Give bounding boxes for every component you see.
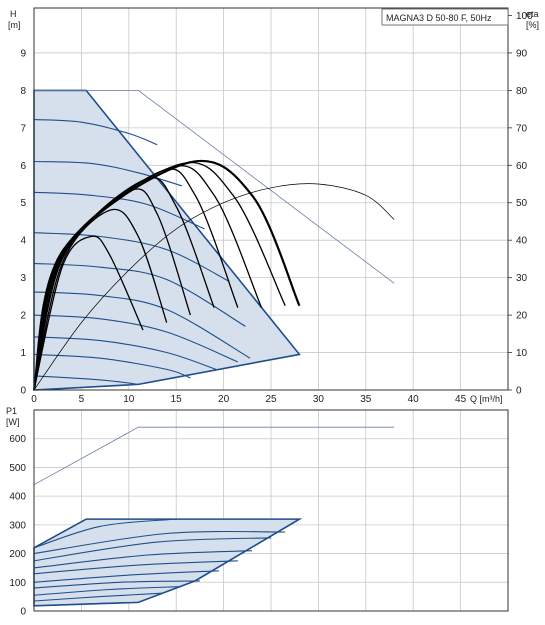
top-right-y-tick: 90: [516, 48, 528, 59]
speed-curve: [33, 314, 239, 363]
top-right-y-tick: 80: [516, 86, 528, 97]
top-right-y-tick: 20: [516, 311, 528, 322]
top-y-tick: 9: [20, 48, 26, 59]
power-curve: [33, 560, 238, 575]
speed-curve: [33, 119, 158, 146]
top-y-tick: 4: [20, 236, 26, 247]
power-axis-label-line2: [W]: [6, 417, 20, 427]
twin-pump-curve: [33, 235, 144, 391]
power-chart: 0 100 200 300 400 500 600 P1 [W]: [6, 406, 509, 618]
bottom-y-tick: 600: [9, 434, 26, 445]
twin-pump-curve: [32, 159, 301, 391]
bottom-y-tick: 500: [9, 463, 26, 474]
top-right-y-tick: 10: [516, 348, 528, 359]
top-y-tick: 1: [20, 348, 26, 359]
top-right-y-tick: 50: [516, 198, 528, 209]
speed-curve: [33, 375, 139, 385]
top-x-tick: 15: [171, 394, 183, 405]
power-curve: [33, 580, 200, 589]
power-curve: [33, 550, 253, 569]
top-y-tick: 7: [20, 123, 26, 134]
top-y-tick: 0: [20, 386, 26, 397]
power-curve: [33, 518, 177, 549]
speed-curve: [33, 160, 183, 187]
top-x-tick: 0: [31, 394, 37, 405]
top-right-y-tick-labels: 0 10 20 30 40 50 60 70 80 90 100: [516, 11, 533, 397]
top-plot-border: [33, 7, 509, 391]
max-power-curve: [33, 426, 395, 486]
top-y-tick: 2: [20, 311, 26, 322]
efficiency-curve: [33, 183, 395, 391]
bottom-y-tick: 0: [20, 607, 26, 618]
top-y-tick: 5: [20, 198, 26, 209]
chart-title-box: [381, 8, 509, 26]
top-x-tick: 10: [123, 394, 135, 405]
power-curves: [33, 518, 286, 607]
bottom-y-tick: 300: [9, 520, 26, 531]
chart-title: MAGNA3 D 50-80 F, 50Hz: [386, 13, 492, 23]
bottom-y-tick-labels: 0 100 200 300 400 500 600: [9, 434, 26, 617]
top-right-y-tick: 70: [516, 123, 528, 134]
speed-curve: [33, 353, 191, 379]
twin-pump-curve: [33, 208, 168, 391]
right-y-axis-label-line1: eta: [526, 9, 539, 19]
top-x-tick: 25: [265, 394, 277, 405]
top-right-y-tick: 30: [516, 273, 528, 284]
x-axis-label: Q [m³/h]: [470, 394, 503, 404]
top-y-tick-labels: 0 1 2 3 4 5 6 7 8 9: [20, 48, 26, 396]
power-axis-label-line1: P1: [6, 406, 17, 416]
power-curve: [33, 530, 286, 555]
twin-pump-curves: [32, 159, 301, 391]
top-right-y-tick: 0: [516, 386, 522, 397]
speed-curve: [33, 232, 230, 282]
top-x-tick: 20: [218, 394, 230, 405]
top-x-tick-labels: 0 5 10 15 20 25 30 35 40 45: [31, 394, 466, 405]
speed-curve: [33, 291, 251, 359]
bottom-y-tick: 100: [9, 578, 26, 589]
top-right-y-tick: 60: [516, 161, 528, 172]
y-axis-label-line1: H: [10, 9, 17, 19]
top-y-tick: 6: [20, 161, 26, 172]
right-y-axis-label-line2: [%]: [526, 20, 539, 30]
bottom-y-tick: 200: [9, 549, 26, 560]
top-x-tick: 45: [455, 394, 467, 405]
top-y-tick: 3: [20, 273, 26, 284]
top-right-y-tick: 40: [516, 236, 528, 247]
top-x-tick: 5: [79, 394, 85, 405]
y-axis-label-line2: [m]: [8, 20, 21, 30]
top-right-y-tick: 100: [516, 11, 533, 22]
power-curve: [33, 570, 219, 583]
top-x-tick: 30: [313, 394, 325, 405]
top-x-tick: 40: [408, 394, 420, 405]
power-curve: [33, 601, 139, 607]
power-curve: [33, 592, 163, 602]
top-x-tick: 35: [360, 394, 372, 405]
power-curve: [33, 586, 181, 596]
speed-curves: [33, 119, 251, 385]
power-curve: [33, 537, 272, 562]
bottom-plot-border: [33, 409, 509, 612]
top-y-tick: 8: [20, 86, 26, 97]
bottom-y-tick: 400: [9, 492, 26, 503]
speed-curve: [33, 336, 217, 370]
max-head-curve: [34, 90, 395, 284]
